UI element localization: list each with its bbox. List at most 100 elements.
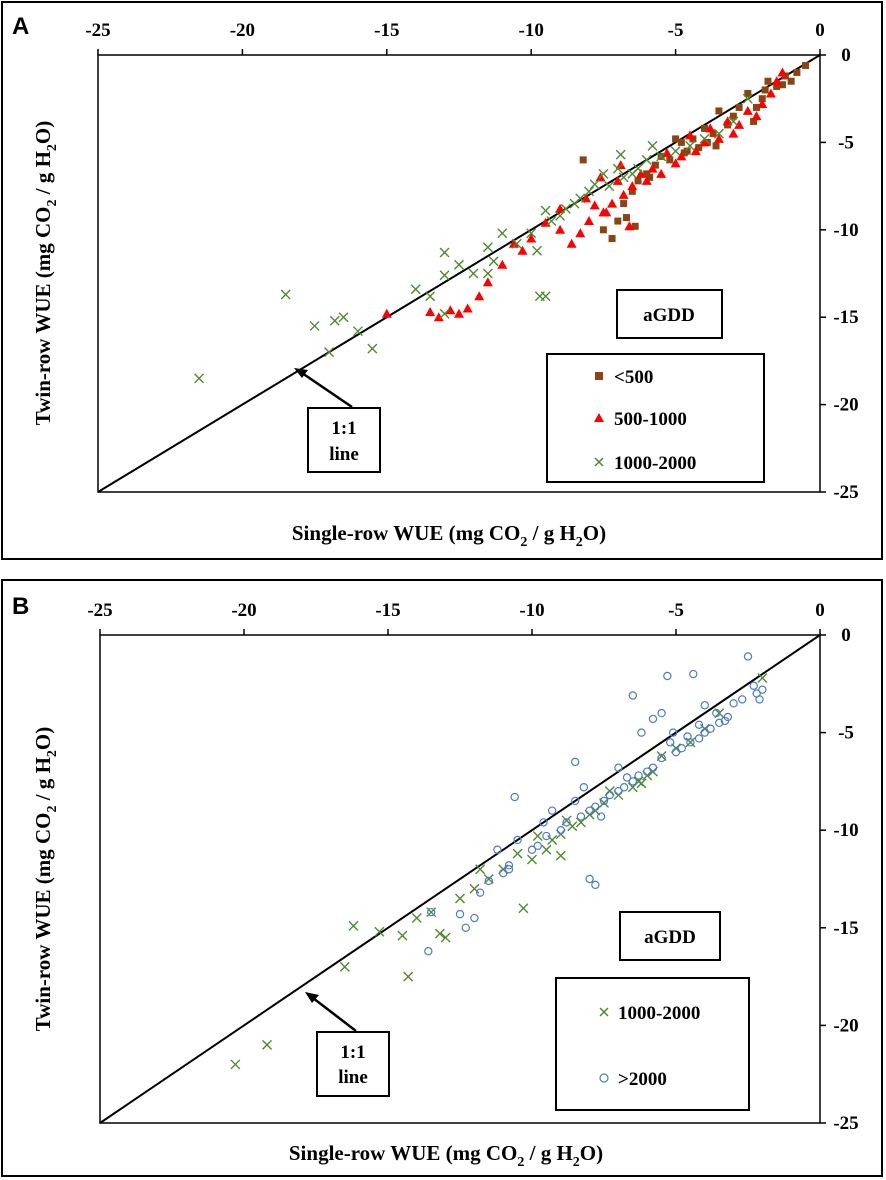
point-triangle [618, 189, 629, 199]
point-circle [715, 718, 724, 728]
point-triangle [381, 308, 392, 318]
point-square [802, 61, 810, 69]
panel-b-y-tick-label: -5 [838, 723, 854, 744]
point-circle [628, 777, 638, 786]
panel-a-y-tick-label: -10 [833, 220, 858, 241]
point-triangle [656, 168, 667, 178]
point-triangle [517, 245, 528, 255]
point-square [735, 103, 743, 111]
point-triangle [601, 207, 612, 217]
panel-a-identity-line [97, 54, 821, 493]
point-x [339, 961, 350, 972]
point-triangle [676, 151, 687, 161]
point-x [569, 198, 580, 209]
point-circle [668, 728, 678, 737]
point-circle [694, 720, 704, 729]
point-x [636, 778, 647, 789]
point-triangle [635, 168, 646, 178]
panel-a-x-tick-label: 0 [815, 20, 825, 41]
point-circle [455, 909, 465, 919]
panel-b-x-tick-label: -10 [519, 600, 544, 621]
point-square [614, 217, 622, 225]
point-circle [657, 708, 666, 718]
panel-b-plot-area [99, 634, 821, 1124]
point-x [518, 903, 529, 914]
panel-a-letter: A [12, 13, 29, 40]
point-circle [424, 947, 433, 956]
point-x [410, 284, 421, 295]
point-triangle [705, 123, 716, 133]
point-circle [562, 818, 571, 827]
point-triangle [612, 175, 623, 185]
point-triangle [641, 175, 652, 185]
point-x [546, 216, 557, 227]
panel-b-x-axis-title: Single-row WUE (mg CO2 / g H2O) [289, 1141, 603, 1170]
point-x [540, 205, 551, 216]
point-x [352, 326, 363, 337]
point-x [641, 154, 652, 165]
point-x [612, 163, 623, 174]
point-x [526, 228, 537, 239]
point-x [531, 245, 542, 256]
panel-b-letter: B [12, 593, 29, 620]
point-circle [689, 669, 698, 679]
panel-a-y-axis: 0 -5 -10 -15 -20 -25 [820, 45, 859, 503]
legend-square-icon [595, 372, 603, 380]
panel-a-x-tick-label: -15 [374, 20, 399, 41]
panel-a-line-callout: 1:1 line [294, 368, 381, 473]
point-square [608, 235, 616, 243]
point-triangle [508, 238, 519, 248]
point-triangle [713, 133, 724, 143]
point-triangle [615, 160, 626, 170]
point-triangle [555, 224, 566, 234]
point-x [512, 848, 523, 859]
point-triangle [566, 238, 577, 248]
panel-a-legend-label-3: 1000-2000 [614, 453, 696, 474]
panel-b-x-tick-label: -25 [87, 600, 112, 621]
point-circle [504, 861, 514, 870]
panel-b-marks [230, 652, 768, 1070]
point-circle [605, 790, 614, 800]
point-triangle [728, 128, 739, 138]
point-triangle [474, 291, 485, 301]
panel-a-y-tick-label: -15 [833, 307, 858, 328]
point-circle [542, 831, 551, 841]
legend-circle-icon [599, 1073, 609, 1083]
point-x [488, 256, 499, 267]
point-circle [663, 671, 672, 681]
point-triangle [699, 137, 710, 147]
panel-b-y-tick-label: -15 [833, 918, 858, 939]
point-x [403, 971, 414, 982]
point-x [348, 920, 359, 931]
point-square [634, 177, 642, 185]
point-circle [643, 767, 652, 776]
point-circle [671, 747, 681, 757]
point-x [555, 210, 566, 221]
panel-a-y-tick-label: 0 [841, 45, 851, 66]
point-square [599, 226, 607, 234]
point-triangle [647, 163, 658, 173]
panel-a-x-tick-label: -20 [230, 20, 255, 41]
panel-b-callout-line2: line [338, 1067, 368, 1088]
panel-b-callout-line1: 1:1 [340, 1042, 365, 1063]
point-x [618, 172, 629, 183]
panel-b-x-tick-label: -15 [375, 600, 400, 621]
panel-b-y-tick-label: -25 [833, 1113, 858, 1134]
point-x [469, 883, 480, 894]
point-square [623, 214, 631, 222]
panel-a-y-tick-label: -20 [833, 395, 858, 416]
point-circle [427, 907, 436, 917]
point-x [262, 1039, 273, 1050]
point-circle [527, 845, 537, 854]
panel-b-y-axis: 0 -5 -10 -15 -20 -25 [820, 625, 859, 1134]
point-x [482, 242, 493, 253]
point-x [555, 850, 566, 861]
point-circle [461, 923, 470, 933]
point-circle [720, 716, 730, 726]
point-circle [712, 708, 721, 718]
point-square [677, 138, 685, 146]
point-circle [622, 773, 632, 782]
point-circle [539, 818, 548, 827]
point-x [541, 844, 552, 855]
point-circle [579, 783, 589, 792]
